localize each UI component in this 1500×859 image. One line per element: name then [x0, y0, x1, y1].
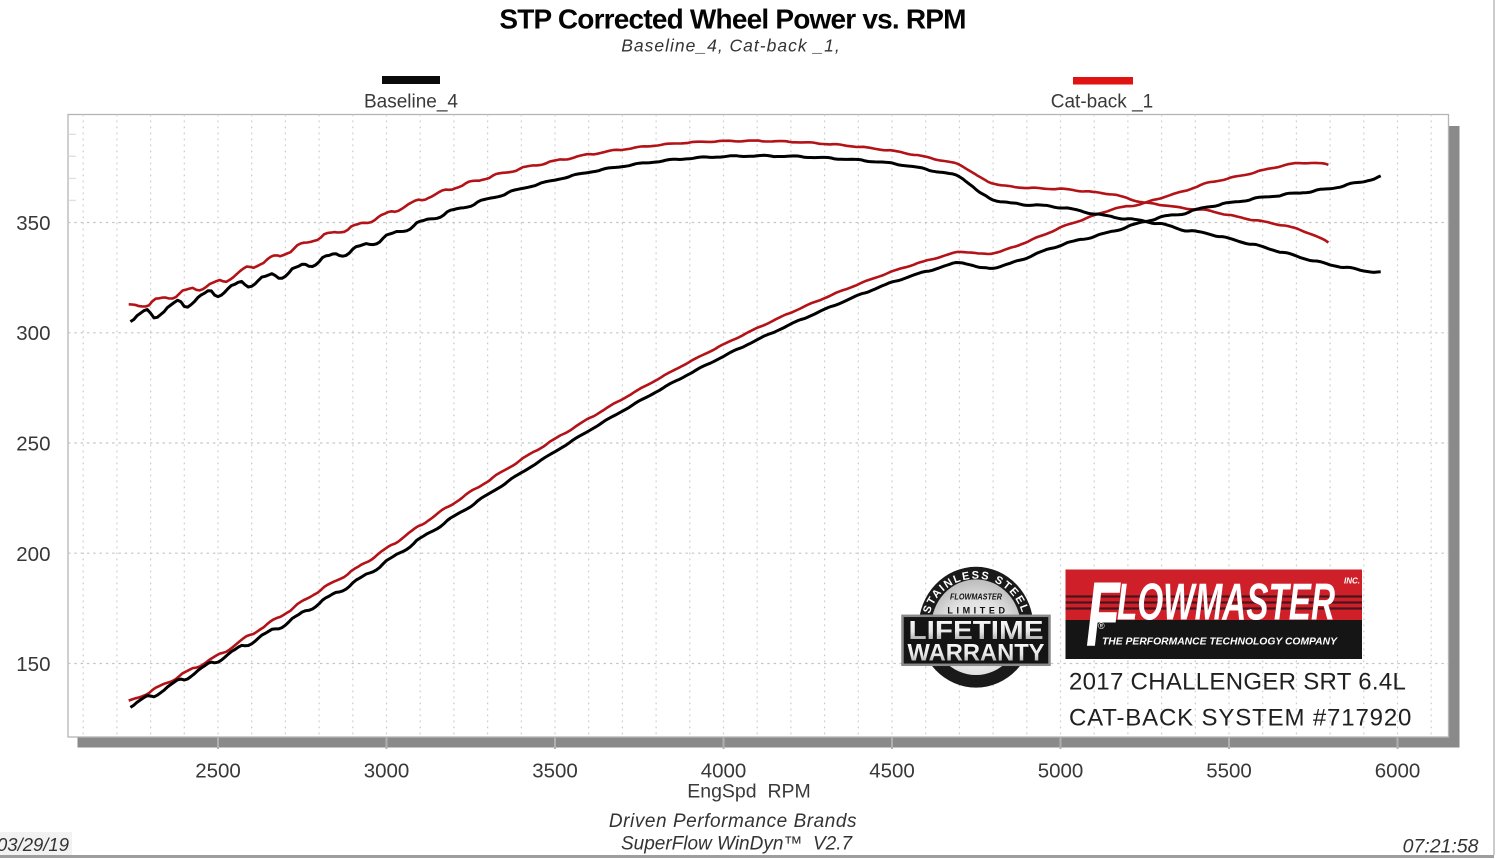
- svg-text:3500: 3500: [532, 760, 578, 783]
- svg-text:LIFETIME: LIFETIME: [909, 615, 1044, 645]
- svg-text:2500: 2500: [195, 760, 241, 783]
- svg-text:5500: 5500: [1206, 760, 1252, 783]
- svg-text:FLOWMASTER: FLOWMASTER: [950, 592, 1003, 602]
- svg-text:4000: 4000: [701, 760, 747, 783]
- svg-text:3000: 3000: [364, 760, 410, 783]
- svg-text:WARRANTY: WARRANTY: [908, 640, 1045, 667]
- svg-text:Cat-back _1: Cat-back _1: [1051, 92, 1153, 113]
- svg-text:2017 CHALLENGER SRT 6.4L: 2017 CHALLENGER SRT 6.4L: [1069, 669, 1406, 696]
- svg-text:®: ®: [1098, 621, 1105, 631]
- svg-text:INC.: INC.: [1344, 577, 1360, 586]
- svg-text:200: 200: [16, 543, 50, 566]
- svg-text:CAT-BACK SYSTEM #717920: CAT-BACK SYSTEM #717920: [1069, 705, 1412, 732]
- svg-text:LOWMASTER: LOWMASTER: [1117, 574, 1335, 632]
- svg-text:03/29/19: 03/29/19: [0, 834, 69, 855]
- svg-text:350: 350: [16, 212, 50, 235]
- svg-text:F: F: [1086, 563, 1121, 666]
- svg-text:THE PERFORMANCE TECHNOLOGY COM: THE PERFORMANCE TECHNOLOGY COMPANY: [1102, 636, 1338, 648]
- svg-text:150: 150: [16, 653, 50, 676]
- svg-text:07:21:58: 07:21:58: [1403, 836, 1479, 858]
- svg-text:5000: 5000: [1038, 760, 1084, 783]
- svg-text:4500: 4500: [869, 760, 915, 783]
- svg-text:EngSpd RPM: EngSpd RPM: [687, 781, 811, 803]
- svg-text:Baseline_4: Baseline_4: [364, 92, 458, 113]
- svg-text:300: 300: [16, 322, 50, 345]
- svg-text:Driven Performance Brands: Driven Performance Brands: [609, 811, 857, 832]
- svg-text:250: 250: [16, 433, 50, 456]
- svg-text:Baseline_4, Cat-back _1,: Baseline_4, Cat-back _1,: [621, 36, 841, 56]
- svg-text:LIMITED: LIMITED: [947, 606, 1008, 616]
- svg-text:SuperFlow WinDyn™ V2.7: SuperFlow WinDyn™ V2.7: [621, 834, 854, 855]
- svg-text:6000: 6000: [1375, 760, 1421, 783]
- svg-text:STP Corrected Wheel Power vs.: STP Corrected Wheel Power vs. RPM: [499, 4, 965, 35]
